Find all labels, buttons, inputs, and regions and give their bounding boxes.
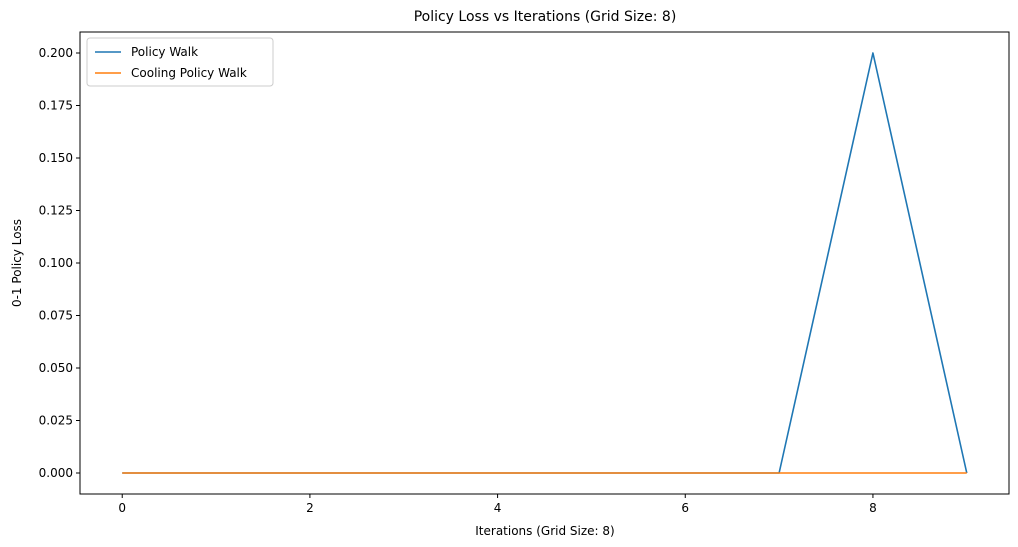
y-tick-label: 0.200: [39, 46, 73, 60]
y-tick-label: 0.125: [39, 204, 73, 218]
y-tick-label: 0.175: [39, 99, 73, 113]
legend-label: Policy Walk: [131, 45, 198, 59]
series-line-1: [122, 52, 968, 474]
chart-title: Policy Loss vs Iterations (Grid Size: 8): [414, 9, 677, 25]
legend: Policy Walk Cooling Policy Walk: [86, 37, 274, 87]
y-tick-label: 0.050: [39, 361, 73, 375]
y-tick-label: 0.100: [39, 256, 73, 270]
x-tick-label: 8: [869, 501, 877, 515]
legend-box: [86, 37, 274, 87]
x-tick-label: 4: [494, 501, 502, 515]
y-tick-label: 0.025: [39, 414, 73, 428]
y-tick-label: 0.000: [39, 466, 73, 480]
x-tick-label: 2: [306, 501, 314, 515]
x-tick-label: 0: [118, 501, 126, 515]
plot-area: 0 2 4 6 8 0.000 0.025 0.050 0.075 0.100 0.125 0.150…: [39, 31, 1010, 515]
axes-frame: [79, 31, 1010, 495]
x-axis-title: Iterations (Grid Size: 8): [475, 524, 614, 538]
y-tick-label: 0.075: [39, 309, 73, 323]
y-tick-label: 0.150: [39, 151, 73, 165]
x-tick-label: 6: [681, 501, 689, 515]
legend-label: Cooling Policy Walk: [131, 66, 247, 80]
y-axis-title: 0-1 Policy Loss: [10, 219, 24, 307]
